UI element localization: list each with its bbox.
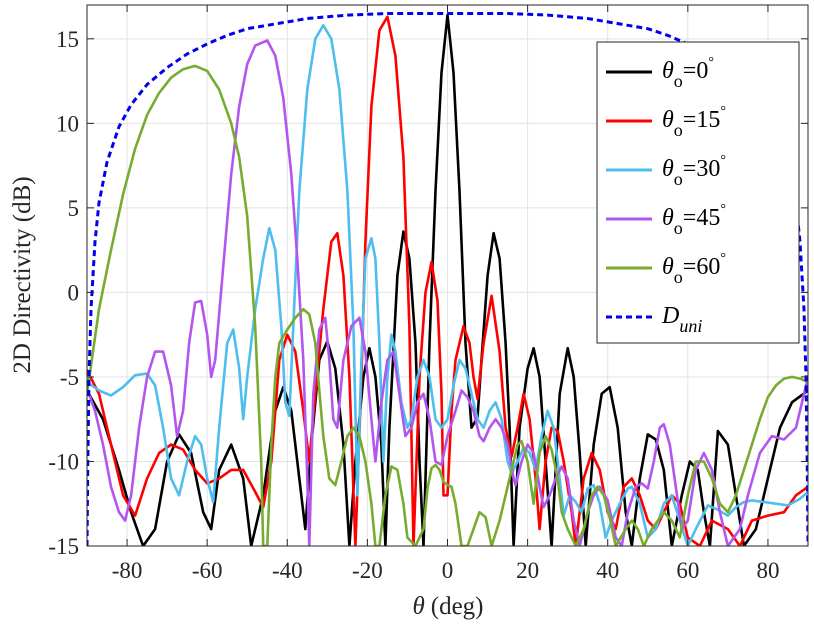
y-tick-label: -15: [48, 534, 79, 559]
series-line-o-0: [87, 13, 808, 546]
y-tick-label: -5: [60, 365, 79, 390]
x-axis-symbol: θ: [412, 593, 424, 620]
series-line-o-60: [87, 64, 808, 546]
x-tick-label: -80: [112, 558, 143, 583]
legend-entry: θo=15°: [662, 104, 726, 140]
y-tick-label: 5: [68, 196, 80, 221]
y-tick-label: 0: [68, 280, 80, 305]
y-tick-label: -10: [48, 449, 79, 474]
x-tick-label: -40: [272, 558, 303, 583]
x-tick-labels: -80 -60 -40 -20 0 20 40 60 80: [112, 558, 780, 583]
y-axis-label: 2D Directivity (dB): [9, 176, 36, 373]
series-line-o-45: [87, 39, 808, 546]
y-tick-label: 10: [56, 111, 79, 136]
x-tick-label: 20: [516, 558, 539, 583]
x-tick-label: 0: [442, 558, 454, 583]
y-tick-labels: -15 -10 -5 0 5 10 15: [48, 27, 79, 559]
series-line-o-30: [87, 23, 808, 546]
x-tick-label: 80: [756, 558, 779, 583]
x-tick-label: 40: [596, 558, 619, 583]
x-tick-label: -60: [192, 558, 223, 583]
legend-entry: Duni: [661, 303, 702, 336]
legend-entry: θo=0°: [662, 55, 714, 91]
legend-box: [596, 41, 800, 344]
x-tick-label: -20: [352, 558, 383, 583]
legend: θo=0° θo=15° θo=30° θo=45° θo=60° Duni: [596, 41, 800, 344]
tick-marks: [87, 5, 808, 547]
x-axis-label: θ (deg): [412, 593, 483, 620]
legend-entry: θo=30°: [662, 153, 726, 189]
legend-entry: θo=60°: [662, 251, 726, 287]
y-tick-label: 15: [56, 27, 79, 52]
x-axis-unit: (deg): [431, 593, 484, 620]
legend-entry: θo=45°: [662, 202, 726, 238]
x-tick-label: 60: [676, 558, 699, 583]
